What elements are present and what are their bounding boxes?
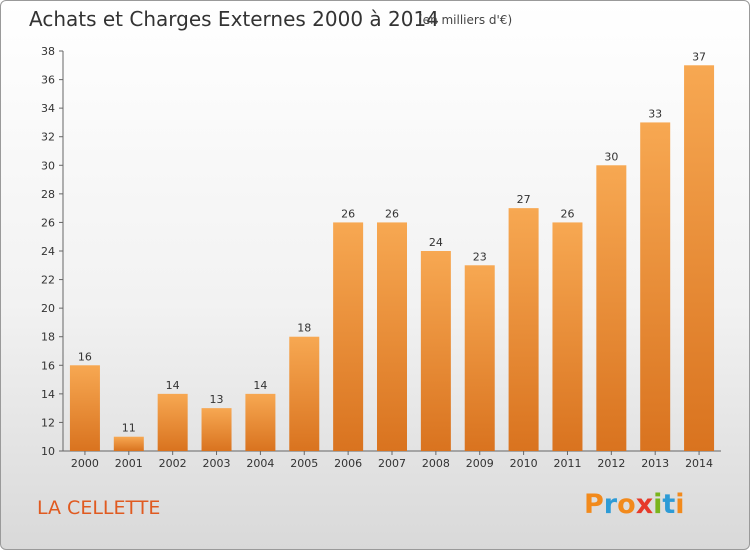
bar <box>640 122 671 451</box>
chart-title: Achats et Charges Externes 2000 à 2014 <box>29 7 439 31</box>
logo-letter: r <box>603 489 618 520</box>
bar <box>245 393 276 451</box>
bar-value-label: 26 <box>385 207 399 220</box>
bar <box>684 65 715 452</box>
logo-letter: t <box>662 489 676 520</box>
y-tick-label: 22 <box>41 274 55 287</box>
commune-name: LA CELLETTE <box>37 497 161 519</box>
y-tick-label: 28 <box>41 188 55 201</box>
chart-axes: 10 12 14 16 18 20 22 24 26 28 30 32 34 36 38 2000 2001 20… <box>41 45 721 470</box>
y-tick-label: 34 <box>41 102 55 115</box>
bar <box>596 165 627 452</box>
bar-value-label: 33 <box>648 107 662 120</box>
y-tick-label: 10 <box>41 445 55 458</box>
x-tick-label: 2009 <box>466 457 494 470</box>
x-tick-label: 2001 <box>115 457 143 470</box>
y-tick-label: 16 <box>41 359 55 372</box>
y-tick-label: 32 <box>41 131 55 144</box>
x-tick-label: 2013 <box>641 457 669 470</box>
x-tick-label: 2002 <box>159 457 187 470</box>
bar <box>508 208 539 451</box>
bar-value-label: 23 <box>473 250 487 263</box>
bar <box>552 222 583 451</box>
x-tick-label: 2005 <box>290 457 318 470</box>
bar <box>289 336 320 451</box>
x-tick-label: 2004 <box>246 457 274 470</box>
proxiti-logo: Proxiti <box>584 489 685 520</box>
bar <box>201 408 232 451</box>
x-tick-label: 2010 <box>510 457 538 470</box>
logo-letter: P <box>584 489 604 520</box>
x-tick-label: 2011 <box>553 457 581 470</box>
chart-bars: 16 11 14 13 14 18 26 26 24 23 27 26 30 33 37 <box>69 50 715 452</box>
y-tick-label: 12 <box>41 416 55 429</box>
chart-subtitle: (en milliers d'€) <box>418 13 513 27</box>
y-tick-label: 14 <box>41 388 55 401</box>
y-tick-label: 18 <box>41 331 55 344</box>
x-tick-label: 2006 <box>334 457 362 470</box>
bar <box>377 222 407 451</box>
logo-letter: x <box>635 489 654 520</box>
x-tick-label: 2012 <box>597 457 625 470</box>
y-tick-label: 26 <box>41 216 55 229</box>
x-tick-label: 2003 <box>203 457 231 470</box>
bar-value-label: 14 <box>253 379 267 392</box>
bar <box>157 393 188 451</box>
bar-value-label: 27 <box>517 193 531 206</box>
y-tick-label: 38 <box>41 45 55 58</box>
y-tick-label: 24 <box>41 245 55 258</box>
bar-value-label: 18 <box>297 322 311 335</box>
x-tick-label: 2014 <box>685 457 713 470</box>
logo-letter: i <box>675 489 685 520</box>
bar-value-label: 14 <box>166 379 180 392</box>
bar <box>464 265 495 451</box>
y-tick-label: 30 <box>41 159 55 172</box>
bar-value-label: 26 <box>560 207 574 220</box>
bar <box>113 436 144 451</box>
y-tick-label: 20 <box>41 302 55 315</box>
bar-value-label: 16 <box>78 350 92 363</box>
bar-value-label: 30 <box>604 150 618 163</box>
bar-value-label: 26 <box>341 207 355 220</box>
bar-value-label: 37 <box>692 50 706 63</box>
x-tick-label: 2007 <box>378 457 406 470</box>
x-tick-label: 2008 <box>422 457 450 470</box>
x-tick-label: 2000 <box>71 457 99 470</box>
logo-letter: i <box>653 489 663 520</box>
bar <box>333 222 364 451</box>
bar-value-label: 24 <box>429 236 443 249</box>
bar-value-label: 11 <box>122 422 136 435</box>
bar <box>69 365 100 451</box>
bar <box>420 251 451 451</box>
logo-letter: o <box>617 489 636 520</box>
y-tick-label: 36 <box>41 74 55 87</box>
bar-value-label: 13 <box>210 393 224 406</box>
